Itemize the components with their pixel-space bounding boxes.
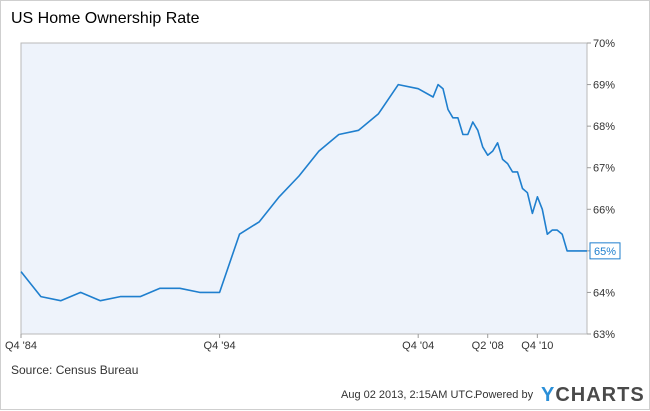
y-tick-label: 67%	[593, 163, 615, 175]
timestamp: Aug 02 2013, 2:15AM UTC.	[341, 389, 477, 401]
last-value-label: 65%	[594, 246, 616, 258]
y-tick-label: 64%	[593, 287, 615, 299]
last-value-box	[589, 242, 621, 260]
x-tick-label: Q4 '04	[402, 340, 434, 352]
powered-by: Powered by	[475, 389, 534, 401]
y-tick-label: 68%	[593, 121, 615, 133]
y-tick-label: 70%	[593, 38, 615, 50]
series-line	[20, 83, 587, 302]
y-tick-label: 63%	[593, 329, 615, 341]
y-tick-label: 69%	[593, 80, 615, 92]
x-tick-label: Q4 '10	[521, 340, 553, 352]
plot-area	[20, 42, 588, 335]
chart-title: US Home Ownership Rate	[11, 10, 200, 27]
x-tick-label: Q4 '94	[204, 340, 236, 352]
source-note: Source: Census Bureau	[11, 363, 139, 377]
x-tick-label: Q4 '84	[5, 340, 37, 352]
y-tick-label: 66%	[593, 204, 615, 216]
x-tick-label: Q2 '08	[472, 340, 504, 352]
ycharts-logo[interactable]: YCHARTS	[541, 384, 645, 406]
